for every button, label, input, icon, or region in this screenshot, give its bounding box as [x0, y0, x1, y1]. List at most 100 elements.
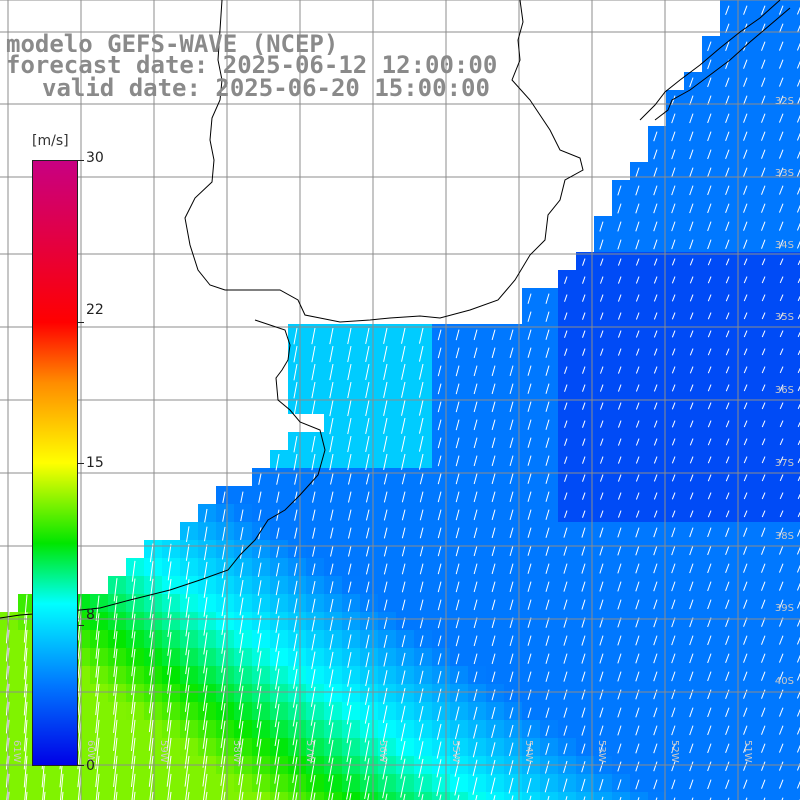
wind-arrow — [418, 345, 424, 362]
forecast-date: forecast date: 2025-06-12 12:00:00 — [6, 51, 498, 79]
wind-arrow — [779, 707, 784, 717]
wind-speed-cell — [594, 486, 612, 504]
wind-arrow — [527, 437, 532, 448]
wind-speed-cell — [540, 738, 558, 756]
wind-arrow — [725, 41, 730, 52]
wind-arrow — [796, 708, 800, 717]
wind-speed-cell — [144, 684, 162, 702]
wind-arrow — [256, 738, 262, 766]
wind-arrow — [400, 776, 406, 798]
wind-arrow — [671, 545, 676, 556]
wind-speed-cell — [756, 216, 774, 234]
wind-arrow — [743, 761, 748, 771]
wind-speed-cell — [450, 666, 468, 684]
wind-arrow — [149, 631, 154, 657]
wind-speed-cell — [504, 378, 522, 396]
wind-speed-cell — [630, 450, 648, 468]
wind-arrow — [689, 689, 694, 700]
wind-speed-cell — [720, 396, 738, 414]
wind-speed-cell — [756, 450, 774, 468]
wind-speed-cell — [666, 108, 684, 126]
wind-arrow — [311, 598, 316, 613]
wind-arrow — [635, 239, 640, 250]
wind-speed-cell — [342, 558, 360, 576]
wind-arrow — [545, 419, 550, 430]
wind-arrow — [796, 78, 800, 87]
wind-arrow — [275, 580, 280, 596]
wind-speed-cell — [594, 738, 612, 756]
wind-arrow — [689, 95, 694, 106]
wind-speed-cell — [558, 342, 576, 360]
wind-arrow — [220, 703, 226, 730]
wind-speed-cell — [702, 630, 720, 648]
wind-arrow — [761, 779, 766, 789]
wind-speed-cell — [738, 54, 756, 72]
wind-arrow — [508, 742, 514, 757]
wind-arrow — [527, 653, 532, 664]
wind-speed-cell — [648, 234, 666, 252]
wind-speed-cell — [288, 468, 306, 486]
wind-speed-cell — [108, 576, 126, 594]
wind-arrow — [527, 545, 532, 556]
wind-speed-cell — [684, 216, 702, 234]
wind-arrow — [673, 797, 676, 800]
wind-speed-cell — [486, 522, 504, 540]
wind-arrow — [329, 345, 334, 363]
wind-arrow — [347, 399, 352, 417]
lat-label-35s: 35S — [774, 312, 794, 323]
wind-speed-cell — [522, 306, 540, 324]
wind-speed-cell — [612, 522, 630, 540]
wind-arrow — [653, 149, 658, 160]
wind-speed-cell — [684, 504, 702, 522]
wind-speed-cell — [630, 378, 648, 396]
wind-arrow — [491, 635, 496, 647]
wind-speed-cell — [702, 180, 720, 198]
wind-arrow — [491, 527, 496, 539]
wind-speed-cell — [666, 144, 684, 162]
wind-speed-cell — [378, 558, 396, 576]
wind-speed-cell — [108, 666, 126, 684]
wind-speed-cell — [792, 612, 800, 630]
wind-speed-cell — [504, 594, 522, 612]
wind-arrow — [400, 758, 406, 779]
wind-arrow — [689, 527, 694, 538]
wind-speed-cell — [396, 684, 414, 702]
wind-arrow — [311, 363, 316, 381]
wind-speed-cell — [738, 594, 756, 612]
wind-speed-cell — [360, 414, 378, 432]
wind-speed-cell — [486, 576, 504, 594]
wind-speed-cell — [288, 378, 306, 396]
wind-speed-cell — [432, 504, 450, 522]
wind-arrow — [599, 671, 604, 682]
wind-speed-cell — [306, 792, 324, 800]
wind-speed-cell — [0, 612, 18, 630]
wind-speed-cell — [630, 288, 648, 306]
wind-arrow — [725, 348, 730, 356]
wind-arrow — [329, 634, 334, 650]
wind-arrow — [383, 473, 388, 485]
wind-speed-cell — [468, 558, 486, 576]
wind-arrow — [526, 760, 532, 775]
wind-arrow — [581, 545, 586, 556]
wind-speed-cell — [630, 324, 648, 342]
wind-arrow — [689, 131, 694, 142]
wind-arrow — [761, 59, 766, 69]
wind-arrow — [401, 363, 406, 380]
wind-arrow — [151, 791, 154, 800]
wind-speed-cell — [666, 378, 684, 396]
wind-speed-cell — [450, 414, 468, 432]
wind-arrow — [707, 527, 712, 538]
wind-arrow — [240, 527, 244, 540]
wind-speed-cell — [216, 720, 234, 738]
wind-speed-cell — [378, 540, 396, 558]
wind-arrow — [544, 778, 550, 793]
wind-speed-cell — [522, 342, 540, 360]
wind-arrow — [401, 509, 406, 521]
wind-speed-cell — [648, 144, 666, 162]
wind-arrow — [455, 653, 460, 665]
wind-arrow — [635, 456, 640, 464]
wind-arrow — [527, 742, 532, 756]
wind-arrow — [707, 545, 712, 556]
wind-speed-cell — [324, 378, 342, 396]
wind-speed-cell — [504, 666, 522, 684]
